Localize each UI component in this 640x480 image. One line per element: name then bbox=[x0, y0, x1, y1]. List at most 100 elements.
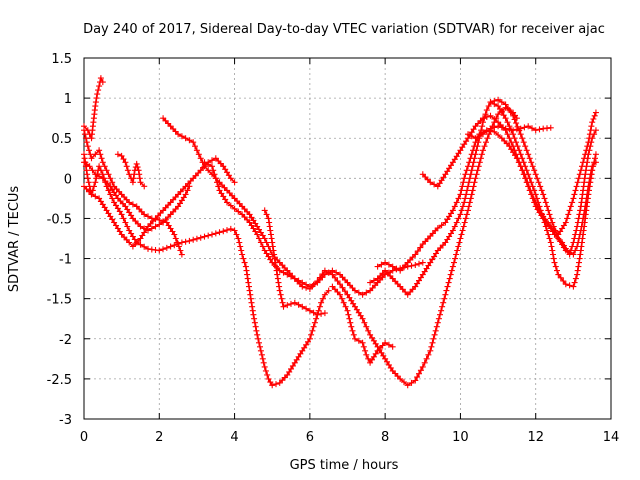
data-point-marker bbox=[137, 223, 144, 230]
data-point-marker bbox=[423, 355, 430, 362]
data-point-marker bbox=[329, 271, 336, 278]
data-point-marker bbox=[538, 187, 545, 194]
data-point-marker bbox=[585, 139, 592, 146]
data-point-marker bbox=[205, 232, 212, 239]
data-point-marker bbox=[311, 319, 318, 326]
data-point-marker bbox=[525, 151, 532, 158]
data-point-marker bbox=[412, 251, 419, 258]
data-point-marker bbox=[289, 362, 296, 369]
data-point-marker bbox=[152, 223, 159, 230]
series-sat-a bbox=[81, 151, 332, 389]
data-point-marker bbox=[457, 147, 464, 154]
data-point-marker bbox=[269, 239, 276, 246]
data-point-marker bbox=[463, 191, 470, 198]
data-point-marker bbox=[461, 219, 468, 226]
data-point-marker bbox=[483, 114, 490, 120]
data-point-marker bbox=[241, 259, 248, 266]
data-point-marker bbox=[310, 323, 317, 330]
data-point-marker bbox=[186, 137, 193, 144]
data-point-marker bbox=[540, 215, 547, 222]
data-point-marker bbox=[576, 255, 583, 262]
data-point-marker bbox=[590, 116, 597, 122]
data-point-marker bbox=[468, 133, 475, 140]
data-point-marker bbox=[270, 247, 277, 254]
data-point-marker bbox=[521, 124, 528, 131]
data-point-marker bbox=[588, 123, 595, 130]
data-point-marker bbox=[190, 139, 197, 146]
data-point-marker bbox=[310, 309, 317, 316]
data-point-marker bbox=[114, 151, 121, 158]
data-point-marker bbox=[505, 105, 512, 112]
data-point-marker bbox=[468, 151, 475, 158]
data-point-marker bbox=[262, 367, 269, 374]
data-point-marker bbox=[148, 225, 155, 232]
data-point-marker bbox=[508, 139, 515, 146]
data-point-marker bbox=[172, 235, 179, 242]
data-point-marker bbox=[526, 155, 533, 162]
data-point-marker bbox=[547, 215, 554, 222]
data-point-marker bbox=[261, 363, 268, 370]
data-point-marker bbox=[434, 225, 441, 232]
data-point-marker bbox=[575, 239, 582, 246]
data-point-marker bbox=[562, 219, 569, 226]
data-point-marker bbox=[467, 171, 474, 178]
data-point-marker bbox=[483, 107, 490, 114]
data-point-marker bbox=[458, 231, 465, 238]
data-point-marker bbox=[273, 263, 279, 270]
data-point-marker bbox=[525, 183, 532, 190]
data-point-marker bbox=[244, 271, 251, 278]
data-point-marker bbox=[480, 115, 486, 122]
data-point-marker bbox=[137, 241, 144, 248]
data-point-marker bbox=[525, 123, 532, 130]
data-point-marker bbox=[471, 179, 478, 186]
series-line bbox=[83, 154, 330, 387]
data-point-marker bbox=[236, 239, 243, 246]
data-point-marker bbox=[586, 135, 593, 142]
y-tick-label: -1.5 bbox=[47, 293, 72, 308]
data-point-marker bbox=[118, 211, 125, 218]
data-point-marker bbox=[514, 155, 521, 162]
data-point-marker bbox=[96, 163, 103, 170]
data-point-marker bbox=[145, 245, 151, 252]
data-point-marker bbox=[133, 160, 140, 167]
data-point-marker bbox=[120, 215, 127, 222]
data-point-marker bbox=[434, 247, 441, 254]
data-point-marker bbox=[409, 254, 416, 261]
data-point-marker bbox=[430, 335, 437, 342]
data-point-marker bbox=[416, 370, 422, 377]
data-point-marker bbox=[339, 284, 346, 291]
data-point-marker bbox=[479, 123, 486, 130]
data-point-marker bbox=[476, 159, 483, 166]
series-sat-l bbox=[419, 109, 599, 238]
data-point-marker bbox=[574, 179, 581, 186]
data-point-marker bbox=[247, 295, 254, 302]
data-point-marker bbox=[457, 211, 464, 218]
series-sat-d bbox=[81, 155, 238, 250]
data-point-marker bbox=[582, 171, 589, 178]
data-point-marker bbox=[273, 381, 279, 388]
data-point-marker bbox=[261, 207, 268, 214]
data-point-marker bbox=[578, 223, 585, 230]
data-point-marker bbox=[487, 99, 494, 106]
data-point-marker bbox=[491, 116, 498, 122]
data-point-marker bbox=[531, 167, 538, 174]
data-point-marker bbox=[318, 299, 325, 306]
data-point-marker bbox=[475, 163, 482, 170]
data-point-marker bbox=[576, 231, 583, 238]
data-point-marker bbox=[584, 143, 591, 150]
data-point-marker bbox=[177, 247, 184, 254]
data-point-marker bbox=[84, 171, 91, 178]
data-point-marker bbox=[534, 175, 541, 182]
data-point-marker bbox=[83, 139, 90, 146]
series-sat-h bbox=[261, 207, 328, 318]
data-point-marker bbox=[157, 210, 164, 217]
data-point-marker bbox=[462, 171, 469, 178]
data-point-marker bbox=[453, 219, 460, 226]
data-point-marker bbox=[303, 305, 310, 312]
data-point-marker bbox=[442, 219, 449, 226]
data-point-marker bbox=[427, 179, 434, 186]
data-point-marker bbox=[250, 217, 257, 224]
data-point-marker bbox=[107, 175, 114, 182]
data-point-marker bbox=[105, 187, 112, 194]
data-point-marker bbox=[389, 343, 396, 350]
